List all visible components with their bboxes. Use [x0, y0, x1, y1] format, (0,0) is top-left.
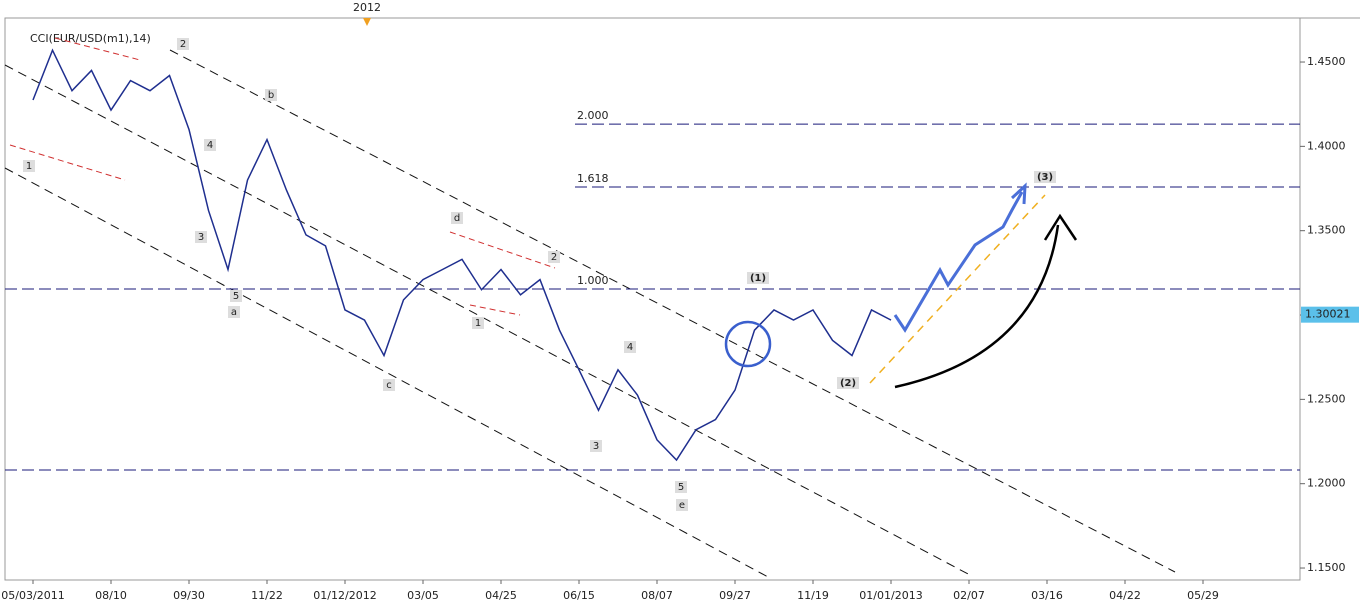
wave-label: d — [454, 213, 460, 224]
wave-label: (2) — [840, 378, 856, 389]
projection-arrowhead — [1010, 182, 1027, 205]
wave-label-box — [383, 379, 395, 391]
wave-label-box — [676, 499, 688, 511]
x-tick-label: 04/22 — [1109, 589, 1141, 602]
y-tick-label: 1.2500 — [1307, 392, 1346, 405]
x-tick-label: 05/03/2011 — [1, 589, 64, 602]
wave-label: 4 — [207, 140, 213, 151]
wave-label-box — [451, 212, 463, 224]
price-line — [32, 48, 892, 462]
x-tick-label: 09/27 — [719, 589, 751, 602]
wave-label: 1 — [26, 161, 32, 172]
wave-label-box — [204, 139, 216, 151]
wave-label: c — [386, 380, 392, 391]
x-tick-label: 06/15 — [563, 589, 595, 602]
level-label: 1.000 — [577, 274, 609, 287]
wave-label: 2 — [180, 39, 186, 50]
wave-label: 3 — [593, 441, 599, 452]
wedge-lines — [9, 37, 556, 316]
wave-label-box — [590, 440, 602, 452]
x-tick-label: 05/29 — [1187, 589, 1219, 602]
wave-label: 3 — [198, 232, 204, 243]
wave-label-box — [265, 89, 277, 101]
x-tick-label: 03/16 — [1031, 589, 1063, 602]
wave-label: 1 — [475, 318, 481, 329]
wave-label-box — [228, 306, 240, 318]
x-tick-label: 03/05 — [407, 589, 439, 602]
x-tick-label: 01/12/2012 — [313, 589, 376, 602]
x-tick-label: 08/07 — [641, 589, 673, 602]
wave-label: e — [679, 500, 685, 511]
level-label: 1.618 — [577, 172, 609, 185]
wave-label-box — [1034, 171, 1056, 183]
wave-label-box — [230, 290, 242, 302]
year-marker: 2012 — [353, 1, 381, 14]
projection-curve — [894, 224, 1060, 389]
wave-label-box — [195, 231, 207, 243]
year-marker-arrow — [363, 18, 371, 26]
y-tick-label: 1.4000 — [1307, 139, 1346, 152]
wave-label-box — [837, 377, 859, 389]
wave-label: 5 — [678, 482, 684, 493]
wave-label-box — [548, 251, 560, 263]
x-tick-label: 09/30 — [173, 589, 205, 602]
y-tick-label: 1.4500 — [1307, 55, 1346, 68]
wave-label-box — [747, 272, 769, 284]
x-tick-label: 04/25 — [485, 589, 517, 602]
x-tick-label: 11/22 — [251, 589, 283, 602]
y-tick-label: 1.3500 — [1307, 224, 1346, 237]
x-tick-label: 08/10 — [95, 589, 127, 602]
wave-label: (3) — [1037, 172, 1053, 183]
wave-label: b — [268, 90, 274, 101]
projection-line — [869, 194, 1046, 384]
x-tick-label: 01/01/2013 — [859, 589, 922, 602]
indicator-label: CCI(EUR/USD(m1),14) — [30, 32, 151, 45]
wave-label: a — [231, 307, 237, 318]
projection-path — [893, 191, 1024, 333]
x-tick-label: 11/19 — [797, 589, 829, 602]
wave-label-box — [177, 38, 189, 50]
wave-label-box — [472, 317, 484, 329]
wave-label: 4 — [627, 342, 633, 353]
highlight-circle — [724, 320, 772, 368]
wave-label-box — [624, 341, 636, 353]
wave-label: (1) — [750, 273, 766, 284]
x-tick-label: 02/07 — [953, 589, 985, 602]
wave-label-box — [23, 160, 35, 172]
plot-frame — [4, 17, 1301, 581]
projection-curve-arrowhead — [1043, 213, 1078, 241]
channel-lines — [4, 49, 1176, 579]
wave-label: 5 — [233, 291, 239, 302]
last-price-label: 1.30021 — [1305, 308, 1351, 321]
y-tick-label: 1.1500 — [1307, 561, 1346, 574]
wave-label: 2 — [551, 252, 557, 263]
wave-label-box — [675, 481, 687, 493]
last-price-tag — [1301, 306, 1359, 323]
level-label: 2.000 — [577, 109, 609, 122]
y-tick-label: 1.2000 — [1307, 477, 1346, 490]
